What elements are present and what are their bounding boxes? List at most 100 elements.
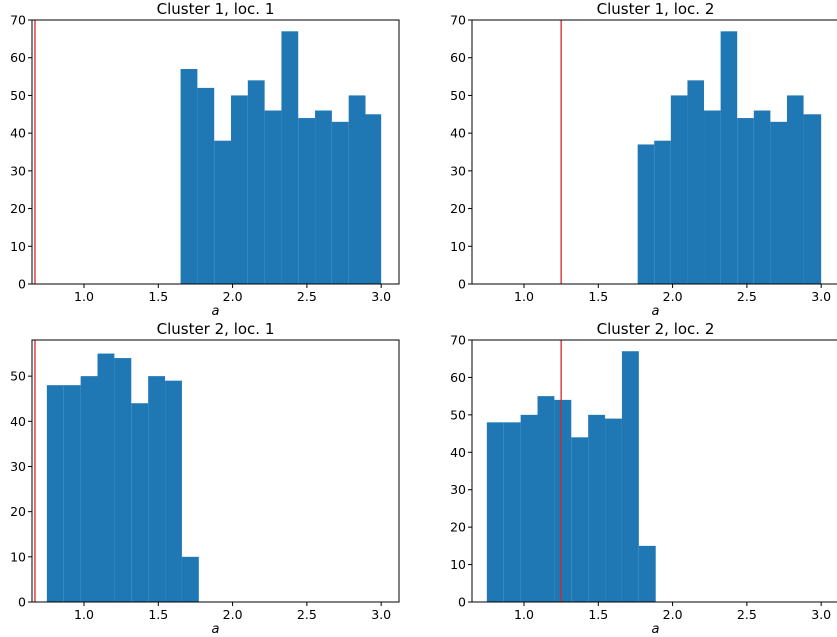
- y-tick-label: 40: [10, 126, 26, 141]
- y-tick-label: 50: [10, 88, 26, 103]
- x-tick-label: 3.0: [371, 289, 391, 304]
- y-tick-label: 10: [10, 239, 26, 254]
- y-tick-label: 0: [18, 277, 26, 292]
- histogram-bar: [621, 351, 639, 602]
- x-tick-label: 2.0: [663, 607, 683, 622]
- histogram-bar: [571, 437, 589, 602]
- histogram-bar: [348, 95, 366, 284]
- histogram-bar: [365, 114, 382, 285]
- histogram-bar: [638, 545, 656, 602]
- histogram-bar: [720, 31, 738, 284]
- subplot-title: Cluster 2, loc. 2: [597, 320, 715, 338]
- x-tick-label: 3.0: [811, 607, 831, 622]
- subplot-2: Cluster 1, loc. 2 1.0 1.5 2.0 2.5 3.0 0 10 20 30 4…: [450, 0, 837, 319]
- histogram-bar: [80, 376, 98, 602]
- y-tick-label: 30: [450, 482, 466, 497]
- y-tick-label: 60: [10, 50, 26, 65]
- x-axis-label: a: [212, 304, 220, 319]
- histogram-bar: [114, 358, 132, 602]
- x-tick-label: 2.5: [737, 607, 757, 622]
- x-axis-label: a: [652, 622, 660, 637]
- histogram-bar: [554, 399, 572, 602]
- histogram-bar: [247, 80, 265, 284]
- subplot-title: Cluster 2, loc. 1: [157, 320, 275, 338]
- histogram-bar: [753, 110, 771, 284]
- histogram-bar: [786, 95, 804, 284]
- x-tick-label: 2.0: [663, 289, 683, 304]
- histogram-bar: [704, 110, 721, 284]
- y-tick-label: 30: [10, 163, 26, 178]
- x-tick-label: 1.5: [148, 607, 168, 622]
- y-tick-label: 30: [10, 459, 26, 474]
- histogram-bar: [131, 403, 149, 602]
- x-tick-label: 2.0: [223, 607, 243, 622]
- x-tick-label: 1.0: [514, 289, 534, 304]
- histogram-bar: [165, 380, 182, 602]
- histogram-bar: [231, 95, 248, 284]
- histogram-bar: [503, 422, 521, 602]
- y-tick-label: 10: [450, 557, 466, 572]
- subplot-1: Cluster 1, loc. 1 1.0 1.5 2.0 2.5 3.0 0 10 20 30 4…: [10, 0, 400, 319]
- x-tick-label: 2.5: [737, 289, 757, 304]
- histogram-bar: [687, 80, 705, 284]
- x-tick-label: 1.0: [74, 607, 94, 622]
- y-tick-label: 20: [10, 201, 26, 216]
- axes-frame: [31, 339, 400, 603]
- y-tick-label: 40: [10, 414, 26, 429]
- y-tick-label: 60: [450, 50, 466, 65]
- histogram-bar: [264, 110, 282, 284]
- subplot-title: Cluster 1, loc. 1: [157, 0, 275, 18]
- y-tick-label: 20: [450, 201, 466, 216]
- y-tick-label: 20: [450, 520, 466, 535]
- histogram-bar: [770, 121, 787, 284]
- histogram-bar: [520, 414, 538, 602]
- histogram-bar: [180, 69, 198, 285]
- y-tick-label: 70: [450, 13, 466, 28]
- x-axis-label: a: [212, 622, 220, 637]
- subplot-4: Cluster 2, loc. 2 1.0 1.5 2.0 2.5 3.0 0 10 20 30 4…: [450, 320, 837, 637]
- histogram-bar: [46, 385, 64, 602]
- x-tick-label: 1.5: [148, 289, 168, 304]
- x-tick-label: 2.5: [297, 607, 317, 622]
- x-tick-label: 3.0: [371, 607, 391, 622]
- histogram-bar: [654, 140, 671, 284]
- histogram-bar: [281, 31, 299, 284]
- histogram-bar: [97, 353, 115, 602]
- histogram-bar: [181, 556, 199, 602]
- histogram-bar: [803, 114, 822, 285]
- axes-frame: [31, 19, 400, 285]
- x-tick-label: 1.0: [74, 289, 94, 304]
- y-tick-label: 40: [450, 126, 466, 141]
- histogram-bar: [298, 118, 316, 284]
- y-tick-label: 70: [10, 13, 26, 28]
- x-tick-label: 3.0: [811, 289, 831, 304]
- y-tick-label: 0: [458, 277, 466, 292]
- y-tick-label: 20: [10, 504, 26, 519]
- y-tick-label: 50: [450, 407, 466, 422]
- y-tick-label: 70: [450, 333, 466, 348]
- x-tick-label: 2.0: [223, 289, 243, 304]
- y-tick-label: 10: [10, 549, 26, 564]
- histogram-bar: [214, 140, 232, 284]
- subplot-3: Cluster 2, loc. 1 1.0 1.5 2.0 2.5 3.0 0 10 20 30 4…: [10, 320, 400, 637]
- axes-frame: [471, 339, 837, 603]
- x-tick-label: 1.5: [588, 289, 608, 304]
- y-tick-label: 0: [458, 595, 466, 610]
- histogram-bar: [670, 95, 688, 284]
- y-tick-label: 50: [10, 369, 26, 384]
- histogram-bar: [148, 376, 166, 602]
- y-tick-label: 50: [450, 88, 466, 103]
- x-tick-label: 1.5: [588, 607, 608, 622]
- x-tick-label: 2.5: [297, 289, 317, 304]
- y-tick-label: 0: [18, 595, 26, 610]
- x-axis-label: a: [652, 304, 660, 319]
- y-tick-label: 40: [450, 445, 466, 460]
- axes-frame: [471, 19, 837, 285]
- histogram-bar: [588, 414, 606, 602]
- histogram-bar: [605, 418, 622, 602]
- x-tick-label: 1.0: [514, 607, 534, 622]
- histogram-bar: [197, 87, 215, 284]
- y-tick-label: 30: [450, 163, 466, 178]
- histogram-bar: [486, 422, 504, 602]
